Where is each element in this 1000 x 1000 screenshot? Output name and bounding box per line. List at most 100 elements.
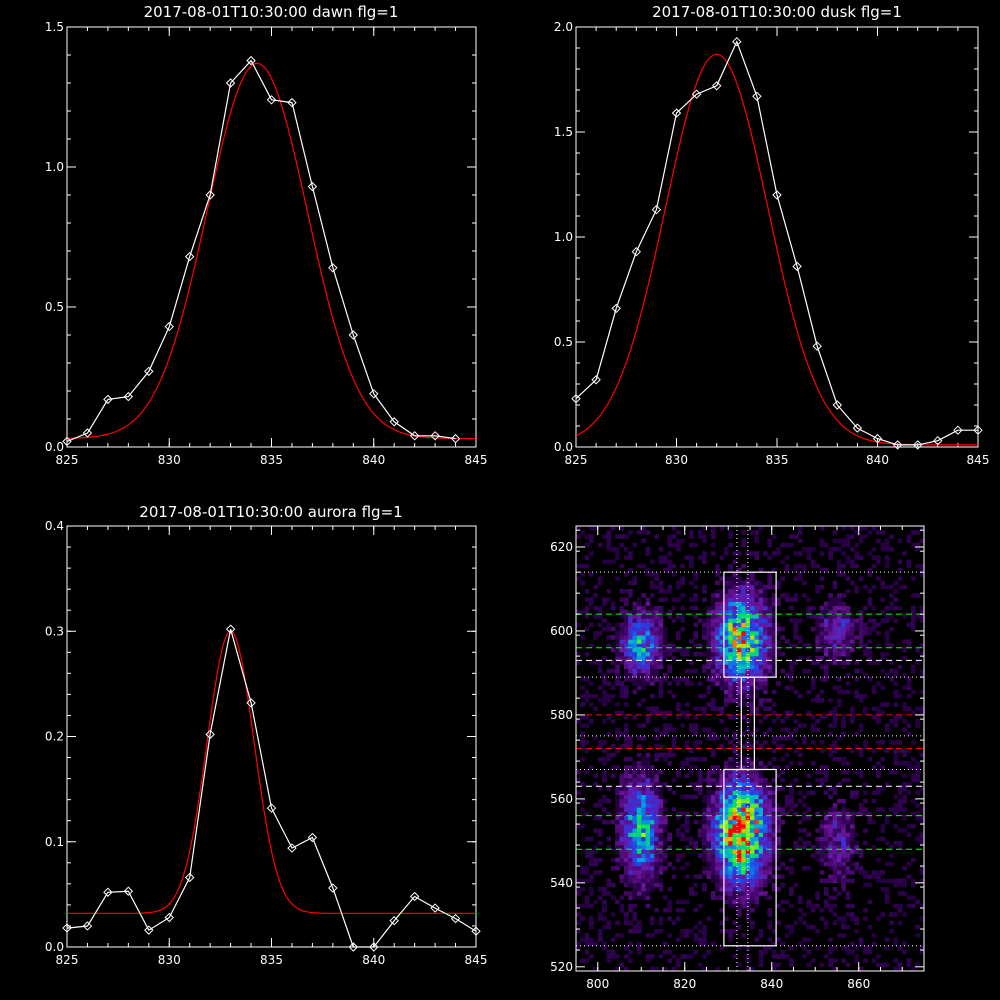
heatmap-cell (658, 559, 664, 565)
heatmap-cell (732, 589, 738, 594)
heatmap-cell (758, 651, 764, 657)
heatmap-cell (584, 651, 590, 657)
heatmap-cell (641, 761, 646, 766)
heatmap-cell (754, 891, 760, 896)
heatmap-cell (584, 534, 590, 539)
heatmap-cell (828, 937, 833, 942)
heatmap-cell (845, 576, 851, 581)
dawn-x-tick-label: 835 (260, 453, 283, 467)
heatmap-cell (689, 954, 694, 959)
heatmap-cell (606, 559, 612, 565)
heatmap-cell (776, 874, 781, 879)
heatmap-cell (584, 555, 590, 560)
heatmap-cell (763, 840, 768, 846)
heatmap-cell (767, 866, 773, 871)
heatmap-cell (763, 593, 768, 598)
heatmap-cell (750, 580, 755, 586)
heatmap-cell (663, 631, 668, 636)
heatmap-cell (893, 761, 899, 766)
heatmap-cell (680, 677, 686, 682)
heatmap-cell (893, 803, 899, 808)
heatmap-cell (636, 840, 642, 846)
heatmap-cell (706, 824, 712, 829)
heatmap-cell (680, 761, 686, 766)
heatmap-cell (654, 798, 659, 804)
heatmap-cell (758, 631, 764, 636)
heatmap-cell (723, 895, 729, 900)
heatmap-cell (732, 777, 738, 783)
heatmap-cell (771, 811, 777, 816)
heatmap-cell (728, 651, 733, 657)
heatmap-cell (671, 534, 677, 539)
heatmap-cell (645, 681, 651, 686)
heatmap-cell (824, 815, 829, 821)
dusk-y-tick-label: 0.5 (554, 335, 573, 349)
heatmap-cell (615, 702, 620, 707)
heatmap-cell (710, 618, 716, 623)
heatmap-cell (889, 601, 894, 607)
heatmap-cell (767, 664, 773, 669)
heatmap-cell (815, 895, 820, 900)
heatmap-cell (771, 786, 777, 791)
heatmap-cell (750, 731, 755, 737)
heatmap-cell (737, 866, 742, 871)
heatmap-cell (715, 618, 720, 623)
heatmap-cell (689, 559, 694, 565)
heatmap-cell (645, 811, 651, 816)
heatmap-cell (810, 723, 816, 728)
heatmap-cell (897, 664, 903, 669)
heatmap-cell (867, 660, 873, 665)
heatmap-cell (845, 769, 851, 774)
heatmap-cell (719, 794, 725, 800)
heatmap-cell (719, 861, 725, 867)
heatmap-cell (884, 639, 890, 644)
heatmap-cell (871, 790, 877, 795)
heatmap-cell (871, 622, 877, 628)
heatmap-cell (737, 635, 742, 640)
heatmap-cell (784, 568, 790, 573)
heatmap-cell (632, 664, 638, 669)
dawn-data-point (328, 263, 338, 273)
heatmap-cell (619, 639, 625, 644)
heatmap-cell (702, 933, 707, 938)
heatmap-cell (824, 618, 829, 623)
heatmap-cell (780, 941, 786, 947)
heatmap-cell (689, 782, 694, 787)
heatmap-cell (750, 908, 755, 913)
heatmap-cell (732, 773, 738, 779)
heatmap-cell (693, 794, 699, 800)
heatmap-cell (754, 861, 760, 867)
heatmap-cell (615, 920, 620, 926)
heatmap-cell (776, 597, 781, 602)
heatmap-cell (819, 698, 825, 703)
heatmap-cell (593, 941, 599, 947)
heatmap-cell (854, 769, 859, 774)
heatmap-cell (767, 761, 773, 766)
aurora-data-point (164, 912, 174, 923)
heatmap-cell (850, 614, 855, 619)
heatmap-cell (654, 744, 659, 749)
heatmap-cell (706, 836, 712, 842)
heatmap-cell (728, 832, 733, 837)
heatmap-cell (680, 933, 686, 938)
dusk-x-tick-label: 830 (665, 453, 688, 467)
heatmap-cell (884, 899, 890, 905)
heatmap-cell (837, 824, 842, 829)
heatmap-cell (776, 647, 781, 653)
heatmap-cell (650, 866, 655, 871)
heatmap-cell (728, 824, 733, 829)
heatmap-cell (889, 807, 894, 812)
heatmap-cell (745, 874, 751, 879)
heatmap-cell (741, 836, 746, 842)
heatmap-cell (636, 924, 642, 930)
heatmap-cell (593, 870, 599, 875)
heatmap-cell (750, 920, 755, 926)
heatmap-cell (871, 626, 877, 632)
heatmap-cell (615, 639, 620, 644)
heatmap-cell (732, 580, 738, 586)
heatmap-cell (706, 807, 712, 812)
heatmap-cell (610, 626, 616, 632)
heatmap-cell (767, 849, 773, 854)
heatmap-cell (671, 677, 677, 682)
heatmap-cell (902, 685, 907, 690)
